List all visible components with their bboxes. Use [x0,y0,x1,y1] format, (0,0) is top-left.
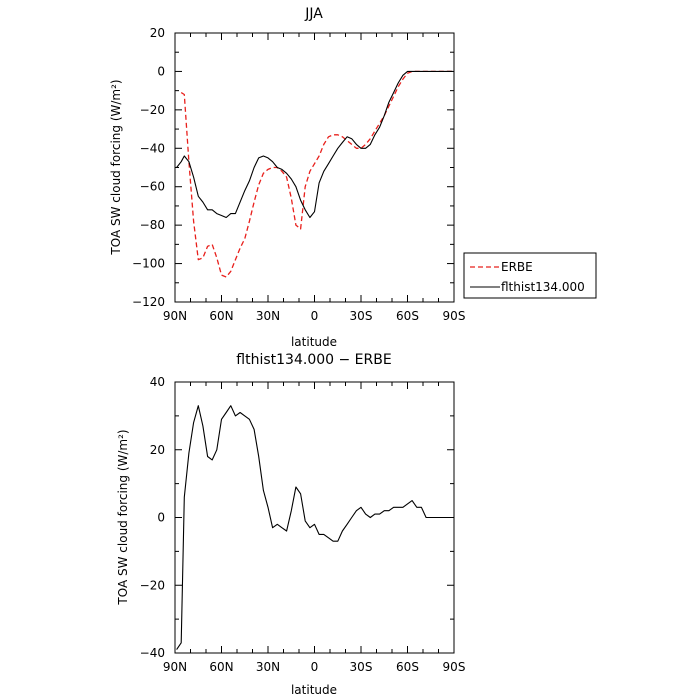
top-plot-frame [174,32,455,303]
top-y-tick-label: −100 [132,257,165,271]
top-x-tick-label: 30S [350,309,373,323]
bottom-x-tick-label: 30S [350,660,373,674]
top-y-tick-label: −60 [140,180,165,194]
legend-label-erbe: ERBE [501,260,533,274]
bottom-y-tick-label: −40 [140,646,165,660]
top-y-tick-label: −80 [140,218,165,232]
bottom-x-tick-label: 90S [443,660,466,674]
top-y-tick-label: −20 [140,103,165,117]
top-series-line-flthist134-000 [176,70,453,219]
bottom-plot-frame [174,381,455,654]
bottom-y-tick-label: 20 [150,443,165,457]
top-x-tick-label: 60S [396,309,419,323]
top-y-tick-label: −40 [140,141,165,155]
legend: ERBE flthist134.000 [463,252,597,299]
bottom-x-tick-label: 60S [396,660,419,674]
top-y-tick-label: 20 [150,26,165,40]
bottom-series-line-0 [176,405,453,650]
bottom-chart-title: flthist134.000 − ERBE [236,352,391,368]
bottom-x-axis-title: latitude [291,683,337,697]
bottom-panel: flthist134.000 − ERBE 90N 60N 30N 0 30S 60S 90… [116,352,465,697]
bottom-y-tick-label: 0 [157,511,165,525]
top-series-line-erbe [180,70,453,278]
top-chart-title: JJA [304,6,323,22]
bottom-y-tick-label: 40 [150,375,165,389]
top-x-axis-title: latitude [291,335,337,349]
top-y-axis-title: TOA SW cloud forcing (W/m²) [109,79,123,255]
bottom-y-tick-label: −20 [140,578,165,592]
top-x-tick-label: 90N [163,309,187,323]
top-x-tick-label: 0 [311,309,319,323]
bottom-y-axis-title: TOA SW cloud forcing (W/m²) [116,429,130,605]
top-y-tick-label: 0 [157,64,165,78]
bottom-ticks-group: 90N 60N 30N 0 30S 60S 90S 40 20 0 −20 −40 [140,375,466,674]
bottom-x-tick-label: 60N [209,660,233,674]
top-panel: JJA 90N 60N 30N 0 30S 60S 90S 20 0 −20 −40 −60 −80 −1… [109,6,465,349]
bottom-x-tick-label: 30N [256,660,280,674]
top-y-tick-label: −120 [132,295,165,309]
top-x-tick-label: 90S [443,309,466,323]
top-ticks-group: 90N 60N 30N 0 30S 60S 90S 20 0 −20 −40 −60 −80 −100 −1… [132,26,465,323]
legend-box [463,252,597,299]
top-x-tick-label: 30N [256,309,280,323]
bottom-series-group [176,405,453,650]
legend-label-flthist: flthist134.000 [501,280,585,294]
bottom-x-tick-label: 0 [311,660,319,674]
top-x-tick-label: 60N [209,309,233,323]
top-series-group [176,70,453,278]
bottom-x-tick-label: 90N [163,660,187,674]
